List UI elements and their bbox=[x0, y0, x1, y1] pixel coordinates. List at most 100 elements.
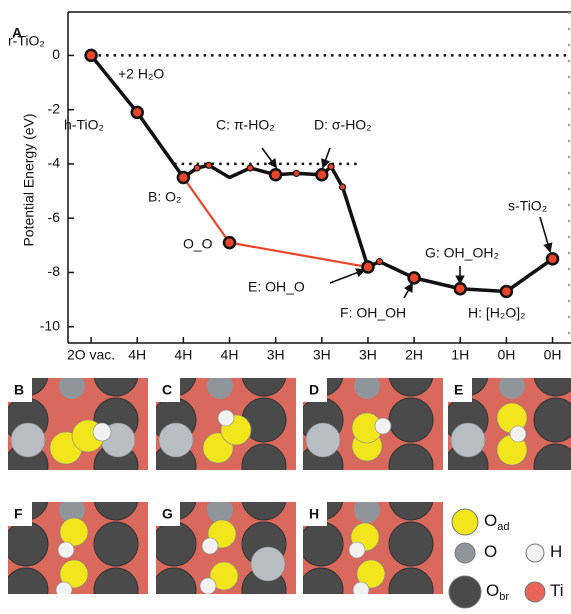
annotation: F: OH_OH bbox=[340, 305, 406, 321]
bridge-oxygen bbox=[389, 398, 433, 442]
atom bbox=[306, 423, 340, 457]
x-tick-label: 0H bbox=[544, 347, 562, 363]
atom bbox=[251, 547, 285, 581]
bridge-oxygen bbox=[94, 476, 138, 520]
legend-subscript: ad bbox=[497, 521, 509, 533]
legend-label: H bbox=[550, 542, 562, 561]
structure-panel: G bbox=[152, 476, 296, 612]
panel-label: H bbox=[309, 506, 319, 522]
marker bbox=[316, 169, 327, 180]
atom bbox=[451, 423, 485, 457]
y-tick-label: -6 bbox=[48, 209, 61, 225]
marker bbox=[224, 237, 235, 248]
legend-subscript: br bbox=[499, 591, 509, 603]
annotation: H: [H₂O]₂ bbox=[468, 305, 526, 321]
marker bbox=[293, 170, 299, 176]
x-tick-label: 2H bbox=[405, 347, 423, 363]
structure-panel: B bbox=[4, 352, 148, 488]
atom bbox=[58, 542, 74, 558]
panel-label: D bbox=[309, 382, 319, 398]
panel-label: F bbox=[14, 506, 23, 522]
x-tick-label: 3H bbox=[359, 347, 377, 363]
atom bbox=[159, 423, 193, 457]
annotation: h-TiO₂ bbox=[64, 117, 104, 133]
marker bbox=[86, 50, 97, 61]
legend-symbol: H bbox=[550, 542, 562, 561]
arrow bbox=[404, 284, 412, 298]
x-tick-label: 3H bbox=[313, 347, 331, 363]
legend-symbol: O bbox=[484, 511, 497, 530]
marker bbox=[340, 184, 346, 190]
marker bbox=[409, 272, 420, 283]
bridge-oxygen bbox=[152, 522, 196, 566]
legend-swatch bbox=[449, 576, 481, 608]
series-line bbox=[183, 178, 368, 268]
lattice-oxygen bbox=[354, 497, 380, 523]
legend-label: Ti bbox=[550, 581, 564, 600]
lattice-oxygen bbox=[499, 373, 525, 399]
atom bbox=[56, 582, 72, 598]
y-tick-label: -8 bbox=[48, 263, 61, 279]
annotation: +2 H₂O bbox=[118, 66, 164, 82]
structure-panel: F bbox=[4, 476, 148, 612]
panel-label: G bbox=[162, 506, 173, 522]
arrow bbox=[330, 270, 364, 283]
atom bbox=[11, 423, 45, 457]
legend-swatch bbox=[452, 509, 478, 535]
legend-label: Obr bbox=[486, 581, 509, 602]
atom bbox=[202, 538, 218, 554]
x-tick-label: 3H bbox=[267, 347, 285, 363]
panel-label: B bbox=[14, 382, 24, 398]
bridge-oxygen bbox=[94, 568, 138, 612]
annotation: s-TiO₂ bbox=[508, 198, 547, 214]
panel-label: E bbox=[454, 382, 463, 398]
annotation: C: π-HO₂ bbox=[216, 117, 275, 133]
bridge-oxygen bbox=[389, 444, 433, 488]
bridge-oxygen bbox=[242, 444, 286, 488]
legend-symbol: O bbox=[486, 581, 499, 600]
lattice-oxygen bbox=[354, 373, 380, 399]
legend-swatch bbox=[455, 543, 475, 563]
marker bbox=[270, 169, 281, 180]
legend-swatch bbox=[525, 582, 545, 602]
annotation: O_O bbox=[183, 236, 213, 252]
bridge-oxygen bbox=[389, 476, 433, 520]
bridge-oxygen bbox=[152, 568, 196, 612]
structure-panel: C bbox=[152, 352, 296, 488]
annotation: r-TiO₂ bbox=[8, 33, 45, 49]
x-tick-label: 1H bbox=[451, 347, 469, 363]
x-tick-label: 0H bbox=[497, 347, 515, 363]
annotation: G: OH_OH₂ bbox=[425, 245, 499, 261]
atom bbox=[93, 423, 111, 441]
bridge-oxygen bbox=[389, 568, 433, 612]
bridge-oxygen bbox=[4, 522, 48, 566]
marker bbox=[362, 262, 373, 273]
bridge-oxygen bbox=[4, 568, 48, 612]
annotation: D: σ-HO₂ bbox=[314, 117, 372, 133]
structure-panel: H bbox=[299, 476, 443, 612]
atom bbox=[353, 582, 369, 598]
marker bbox=[132, 107, 143, 118]
y-tick-label: -2 bbox=[48, 100, 61, 116]
x-tick-label: 4H bbox=[174, 347, 192, 363]
marker bbox=[247, 165, 253, 171]
arrow bbox=[540, 217, 550, 251]
marker bbox=[328, 164, 334, 170]
atom bbox=[200, 578, 216, 594]
bridge-oxygen bbox=[389, 522, 433, 566]
x-tick-label: 4H bbox=[221, 347, 239, 363]
legend-symbol: O bbox=[484, 542, 497, 561]
atom bbox=[375, 418, 391, 434]
atom bbox=[60, 518, 88, 546]
atom bbox=[349, 542, 365, 558]
x-tick-label: 2O vac. bbox=[67, 347, 115, 363]
y-tick-label: 0 bbox=[52, 46, 60, 62]
structure-panel: D bbox=[299, 352, 443, 488]
legend-label: O bbox=[484, 542, 497, 561]
marker bbox=[547, 253, 558, 264]
marker bbox=[376, 259, 382, 265]
figure: A Potential Energy (eV) 0-2-4-6-8-102O v… bbox=[0, 0, 571, 614]
legend-label: Oad bbox=[484, 511, 509, 532]
lattice-oxygen bbox=[59, 373, 85, 399]
marker bbox=[501, 286, 512, 297]
